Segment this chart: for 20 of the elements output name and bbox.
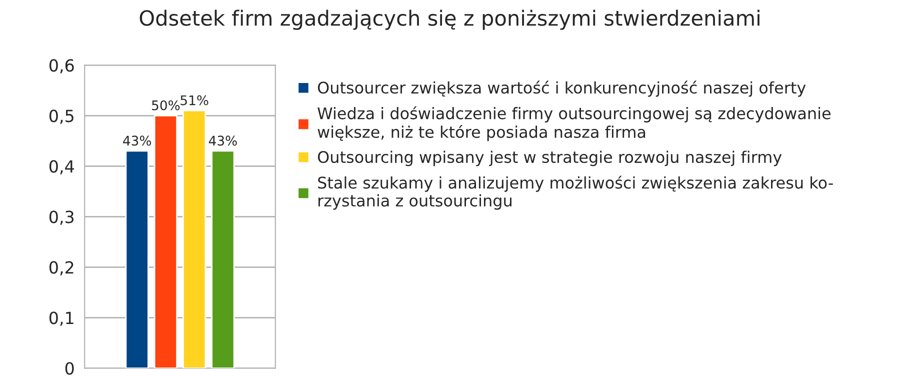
legend-label: Wiedza i doświadczenie firmy outsourcingowej są zdecydowanie większe, niż te które posiada nasza firma: [318, 106, 830, 142]
text: Odsetek firm zgadzających się z poniższymi stwierdzeniami: [140, 10, 760, 30]
data-label: 43%: [208, 136, 237, 146]
y-tick-label: 0: [65, 362, 74, 375]
bar: [182, 110, 206, 368]
legend-label: Outsourcer zwiększa wartość i konkurencyjność naszej oferty: [318, 80, 806, 97]
y-tick-label: 0,2: [49, 261, 74, 276]
y-tick-label: 0,1: [49, 312, 74, 326]
legend-label: Outsourcing wpisany jest w strategie rozwoju naszej firmy: [318, 150, 782, 166]
y-tick-label: 0,4: [49, 160, 74, 174]
y-tick-label: 0,5: [49, 110, 74, 124]
y-tick-label: 0,6: [49, 59, 74, 74]
bar: [154, 114, 178, 368]
legend-label: Stale szukamy i analizujemy możliwości zwiększenia zakresu ko- rzystania z outsourcingu: [318, 176, 833, 210]
data-label: 43%: [123, 136, 152, 146]
data-label: 51%: [180, 95, 208, 106]
bar: [211, 150, 235, 368]
y-tick-label: 0,3: [49, 210, 74, 225]
data-label: 50%: [152, 100, 180, 110]
bar: [125, 150, 149, 368]
